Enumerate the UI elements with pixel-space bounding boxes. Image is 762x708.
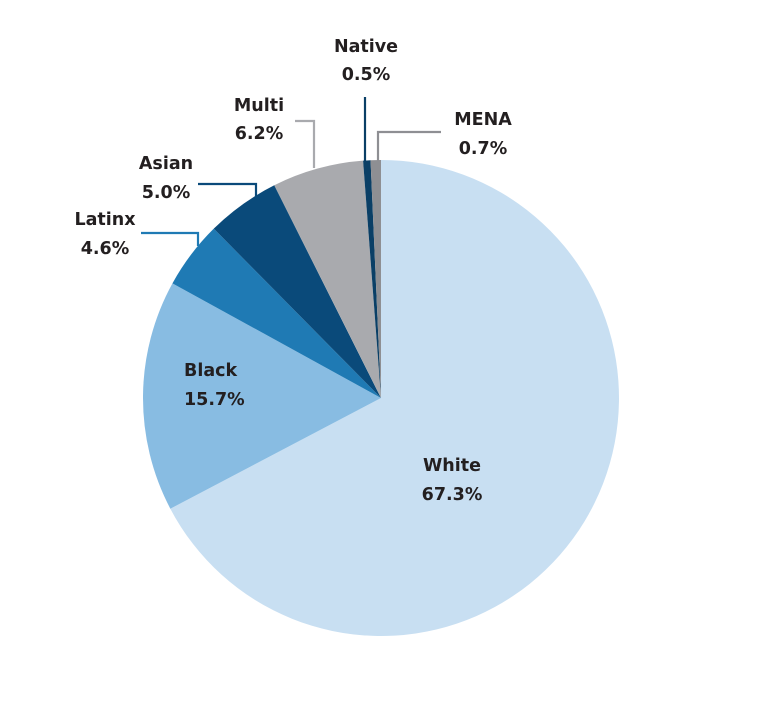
label-black-pct: 15.7% — [184, 390, 245, 410]
label-multi-pct: 6.2% — [235, 124, 284, 144]
leader-line-multi — [295, 119, 316, 168]
pie-slices — [142, 160, 619, 636]
leader-line-latinx — [141, 231, 200, 246]
pie-slice-native — [363, 160, 381, 398]
label-native-name: Native — [334, 37, 398, 57]
pie-slice-latinx — [172, 228, 381, 398]
label-asian-pct: 5.0% — [142, 183, 191, 203]
label-mena-pct: 0.7% — [459, 139, 508, 159]
leader-line-asian — [198, 182, 258, 198]
label-white-name: White — [423, 456, 481, 476]
label-asian-name: Asian — [139, 154, 193, 174]
label-mena-name: MENA — [454, 110, 512, 130]
label-native-pct: 0.5% — [342, 65, 391, 85]
pie-slice-mena — [370, 160, 381, 398]
slice-labels: Native 0.5% Multi 6.2% MENA 0.7% Asian 5… — [74, 37, 512, 505]
label-multi-name: Multi — [234, 96, 284, 116]
label-black-name: Black — [184, 361, 238, 381]
pie-slice-asian — [213, 185, 381, 398]
label-white-pct: 67.3% — [422, 485, 483, 505]
label-latinx-pct: 4.6% — [81, 239, 130, 259]
leader-line-mena — [376, 130, 441, 161]
pie-slice-multi — [274, 160, 381, 398]
leader-lines — [141, 97, 441, 246]
pie-slice-black — [142, 283, 381, 509]
label-latinx-name: Latinx — [74, 210, 136, 230]
pie-slice-white — [170, 160, 619, 636]
